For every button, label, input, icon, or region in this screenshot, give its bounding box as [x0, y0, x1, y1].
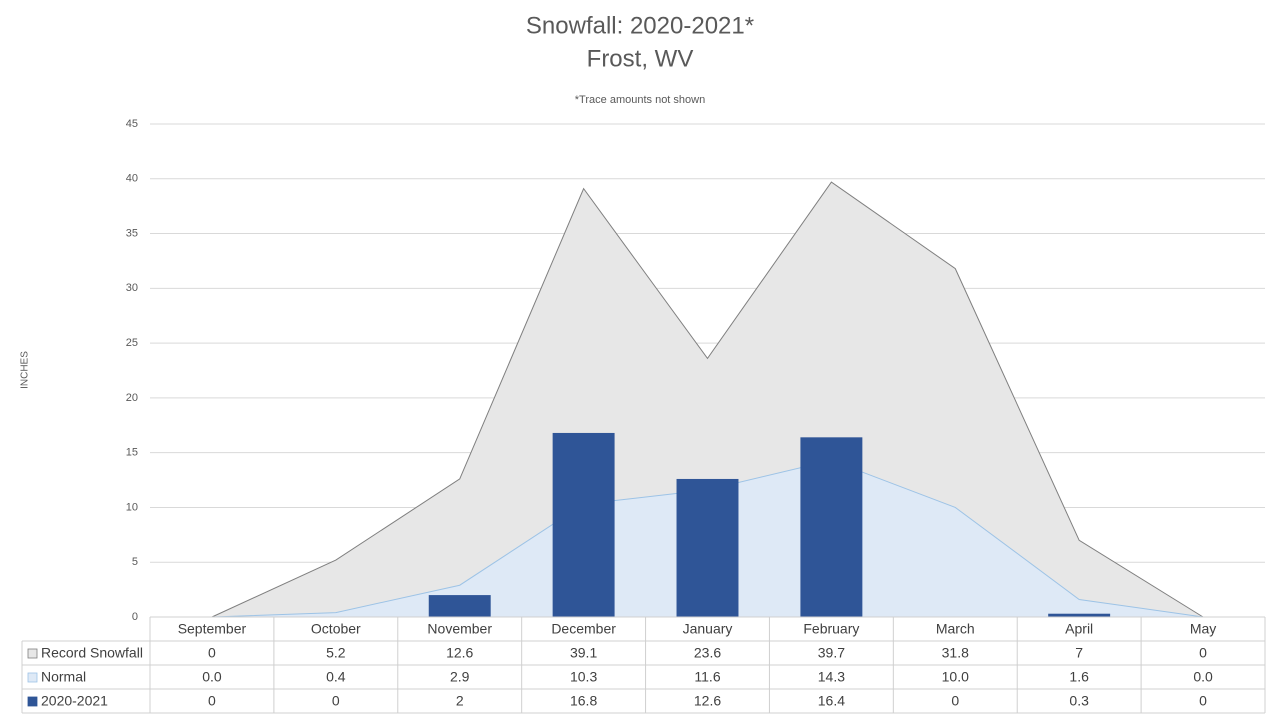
- bar: [1048, 613, 1111, 617]
- y-tick-label: 10: [126, 501, 138, 513]
- bar: [676, 478, 739, 617]
- table-value: 0.0: [1193, 669, 1213, 685]
- legend-key: [27, 696, 38, 707]
- legend-key: [27, 672, 38, 683]
- table-value: 5.2: [326, 645, 346, 661]
- x-tick-label: May: [1190, 621, 1216, 637]
- table-value: 0.0: [202, 669, 222, 685]
- legend-label: 2020-2021: [41, 693, 108, 709]
- y-tick-label: 40: [126, 173, 138, 185]
- table-value: 16.8: [570, 693, 597, 709]
- y-tick-label: 25: [126, 337, 138, 349]
- table-value: 39.1: [570, 645, 597, 661]
- bar: [428, 595, 491, 617]
- table-value: 0: [1199, 645, 1207, 661]
- table-value: 39.7: [818, 645, 845, 661]
- bar: [800, 437, 863, 617]
- annotation: *Trace amounts not shown: [575, 94, 705, 106]
- table-value: 10.3: [570, 669, 597, 685]
- x-tick-label: October: [311, 621, 361, 637]
- x-tick-label: March: [936, 621, 975, 637]
- table-value: 0: [208, 693, 216, 709]
- y-tick-label: 30: [126, 282, 138, 294]
- table-value: 0.3: [1069, 693, 1089, 709]
- chart-subtitle: Frost, WV: [587, 45, 694, 72]
- x-tick-label: April: [1065, 621, 1093, 637]
- table-value: 0: [332, 693, 340, 709]
- y-tick-label: 45: [126, 118, 138, 130]
- x-tick-label: September: [178, 621, 247, 637]
- table-value: 31.8: [942, 645, 969, 661]
- chart-title: Snowfall: 2020-2021*: [526, 12, 754, 39]
- y-tick-label: 0: [132, 611, 138, 623]
- legend-label: Normal: [41, 669, 86, 685]
- x-tick-label: February: [803, 621, 859, 637]
- table-value: 0: [208, 645, 216, 661]
- legend-key: [27, 648, 38, 659]
- x-tick-label: December: [551, 621, 616, 637]
- table-value: 1.6: [1069, 669, 1089, 685]
- y-tick-label: 5: [132, 556, 138, 568]
- table-value: 0: [951, 693, 959, 709]
- x-tick-label: January: [683, 621, 733, 637]
- table-value: 23.6: [694, 645, 721, 661]
- bar: [552, 432, 615, 617]
- table-value: 11.6: [694, 669, 720, 685]
- table-value: 0: [1199, 693, 1207, 709]
- y-tick-label: 15: [126, 447, 138, 459]
- table-value: 12.6: [694, 693, 721, 709]
- table-value: 7: [1075, 645, 1083, 661]
- y-tick-label: 35: [126, 227, 138, 239]
- table-value: 10.0: [942, 669, 969, 685]
- y-axis-label: INCHES: [20, 351, 31, 389]
- table-value: 0.4: [326, 669, 346, 685]
- table-value: 2: [456, 693, 464, 709]
- table-value: 2.9: [450, 669, 470, 685]
- y-tick-label: 20: [126, 392, 138, 404]
- x-tick-label: November: [427, 621, 492, 637]
- area-line: [211, 181, 1204, 618]
- table-value: 14.3: [818, 669, 845, 685]
- legend-label: Record Snowfall: [41, 645, 143, 661]
- table-value: 16.4: [818, 693, 845, 709]
- table-value: 12.6: [446, 645, 473, 661]
